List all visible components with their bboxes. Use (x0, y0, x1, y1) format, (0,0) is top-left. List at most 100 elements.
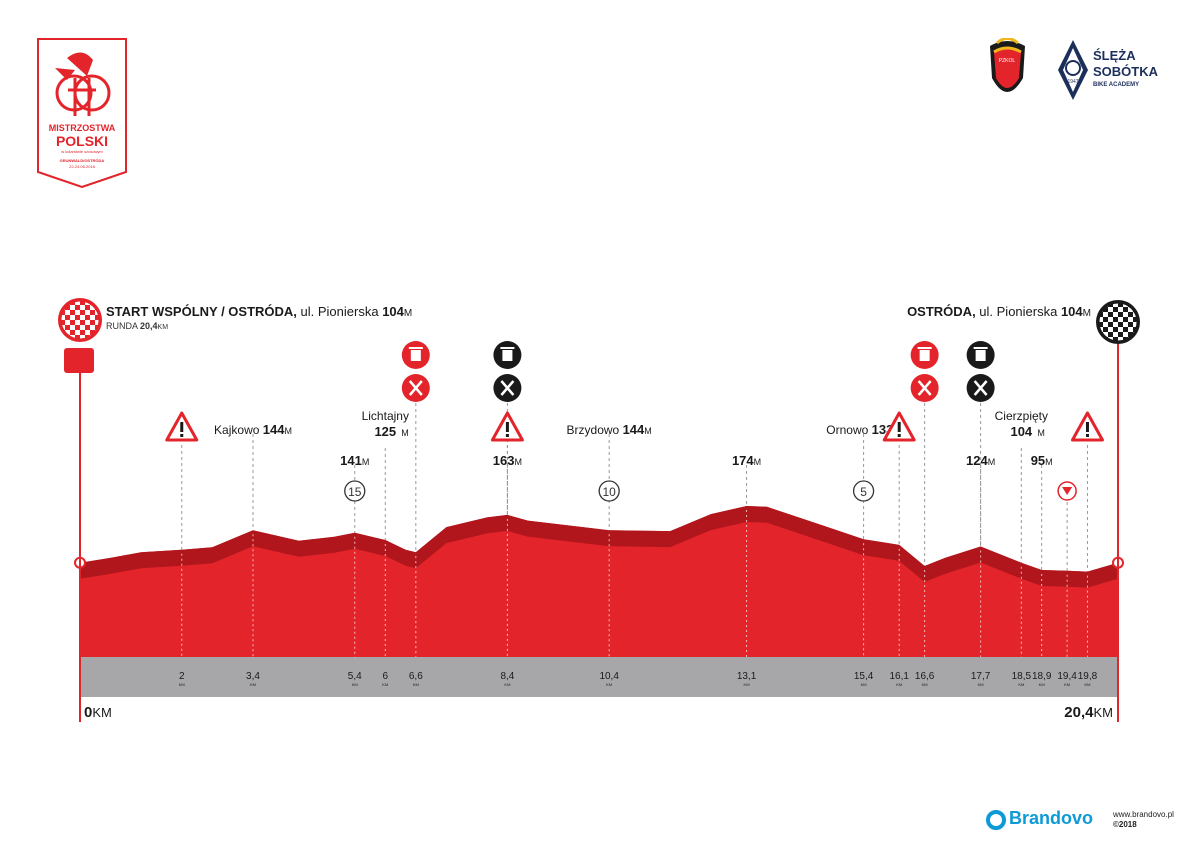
finish-street: ul. Pionierska (975, 304, 1061, 319)
warning-icon-bar (1085, 422, 1089, 432)
start-elevation-unit: M (403, 308, 413, 319)
checker-square (80, 305, 85, 310)
checker-square (1133, 322, 1137, 327)
sleza-logo: 1947 ŚLĘŻA SOBÓTKA BIKE ACADEMY (1058, 40, 1159, 100)
checker-square (1138, 337, 1143, 342)
lap-info: RUNDA 20,4KM (106, 321, 168, 331)
checker-square (1123, 332, 1128, 337)
remaining-km-marker (852, 480, 875, 502)
profile-area-group (74, 506, 1124, 657)
elevation-unit: M (988, 457, 996, 467)
km-tick-unit: KM (179, 682, 185, 687)
km-tick-unit: KM (922, 682, 928, 687)
elevation-label: 174M (732, 453, 761, 468)
remaining-km-label: 5 (860, 485, 867, 499)
waste-bin-lid (408, 347, 423, 349)
finish-checker (1093, 297, 1143, 342)
km-tick-label: 19,4 (1057, 671, 1077, 682)
start-header: START WSPÓLNY / OSTRÓDA, ul. Pionierska … (106, 304, 412, 319)
checker-square (1118, 327, 1123, 332)
checker-square (1113, 312, 1118, 317)
km-tick-label: 19,8 (1078, 671, 1098, 682)
elevation-label: 95M (1031, 453, 1053, 468)
elevation-unit: M (362, 457, 370, 467)
elevation-value: 144 (263, 422, 285, 437)
checker-square (90, 305, 95, 310)
elevation-unit: M (644, 426, 652, 436)
checker-square (1118, 337, 1123, 341)
km-tick-unit: KM (382, 682, 388, 687)
brandovo-credit: Brandovo www.brandovo.pl ©2018 (985, 806, 1175, 832)
checker-square (1103, 322, 1108, 327)
brandovo-copyright: ©2018 (1113, 820, 1137, 829)
checker-square (1123, 312, 1128, 317)
finish-name: OSTRÓDA, (907, 304, 976, 319)
checker-square (80, 315, 85, 320)
km-tick-unit: KM (978, 682, 984, 687)
checker-square (1113, 332, 1118, 337)
checker-square (80, 325, 85, 330)
finish-elevation-unit: M (1082, 308, 1091, 319)
km-tick-label: 16,1 (889, 671, 909, 682)
start-street: ul. Pionierska (296, 304, 383, 319)
profile-ridge (80, 506, 1118, 588)
warning-icon-bar (505, 422, 509, 432)
warning-icon-dot (180, 434, 184, 437)
checker-square (75, 301, 80, 305)
checker-square (60, 295, 65, 300)
brandovo-logo-icon (986, 810, 1006, 830)
checker-square (80, 335, 85, 339)
waste-bin-glyph (502, 350, 513, 361)
checker-square (85, 310, 90, 315)
checker-square (1093, 332, 1098, 337)
checker-square (55, 300, 60, 305)
km-tick-unit: KM (896, 682, 902, 687)
km-tick-label: 16,6 (915, 671, 935, 682)
km-tick-unit: KM (1039, 682, 1045, 687)
waste-bin-lid (973, 347, 988, 349)
checker-square (1118, 307, 1123, 312)
event-logo: MISTRZOSTWA POLSKI w kolarstwie szosowym… (37, 38, 127, 189)
elevation-unit: M (1045, 457, 1053, 467)
event-logo-graphic: MISTRZOSTWA POLSKI w kolarstwie szosowym… (37, 38, 127, 189)
remaining-km-label: 10 (602, 485, 616, 499)
marker-drop-lines (181, 403, 1088, 657)
checker-square (65, 330, 70, 335)
route-icons: 15 10 5 (165, 341, 1104, 502)
checker-square (1098, 297, 1103, 302)
logo-line2: POLSKI (56, 133, 108, 149)
elevation-label: 124M (966, 453, 995, 468)
waste-bin-glyph (919, 350, 930, 361)
checker-square (95, 320, 99, 325)
checker-square (100, 295, 105, 300)
km-tick-label: 17,7 (971, 671, 991, 682)
elevation-unit: M (1037, 428, 1045, 438)
spoon-glyph (408, 380, 423, 396)
checker-square (1133, 303, 1137, 307)
place-name: Cierzpięty (995, 409, 1048, 423)
km-tick-unit: KM (1084, 682, 1090, 687)
km-tick-label: 10,4 (599, 671, 619, 682)
distance-end-label: 20,4KM (1064, 704, 1113, 721)
waste-bin-lid (917, 347, 932, 349)
km-tick-label: 18,5 (1012, 671, 1032, 682)
remaining-km-label: 15 (348, 485, 362, 499)
waste-bin-lid (500, 347, 515, 349)
checker-square (55, 330, 60, 335)
checker-square (1138, 307, 1143, 312)
elevation-unit: M (401, 428, 409, 438)
finish-header: OSTRÓDA, ul. Pionierska 104M (907, 304, 1091, 319)
km-tick-unit: KM (250, 682, 256, 687)
km-tick-label: 6,6 (409, 671, 423, 682)
checker-square (1103, 312, 1108, 317)
start-checker-ring (60, 300, 100, 340)
checker-square (1113, 303, 1118, 307)
elevation-value: 104 (1010, 424, 1032, 439)
brandovo-name: Brandovo (1009, 808, 1094, 828)
checker-square (1093, 302, 1098, 307)
warning-icon-dot (897, 434, 901, 437)
checker-patterns (55, 295, 1143, 342)
checker-square (90, 315, 95, 320)
logo-line1: MISTRZOSTWA (49, 123, 116, 133)
